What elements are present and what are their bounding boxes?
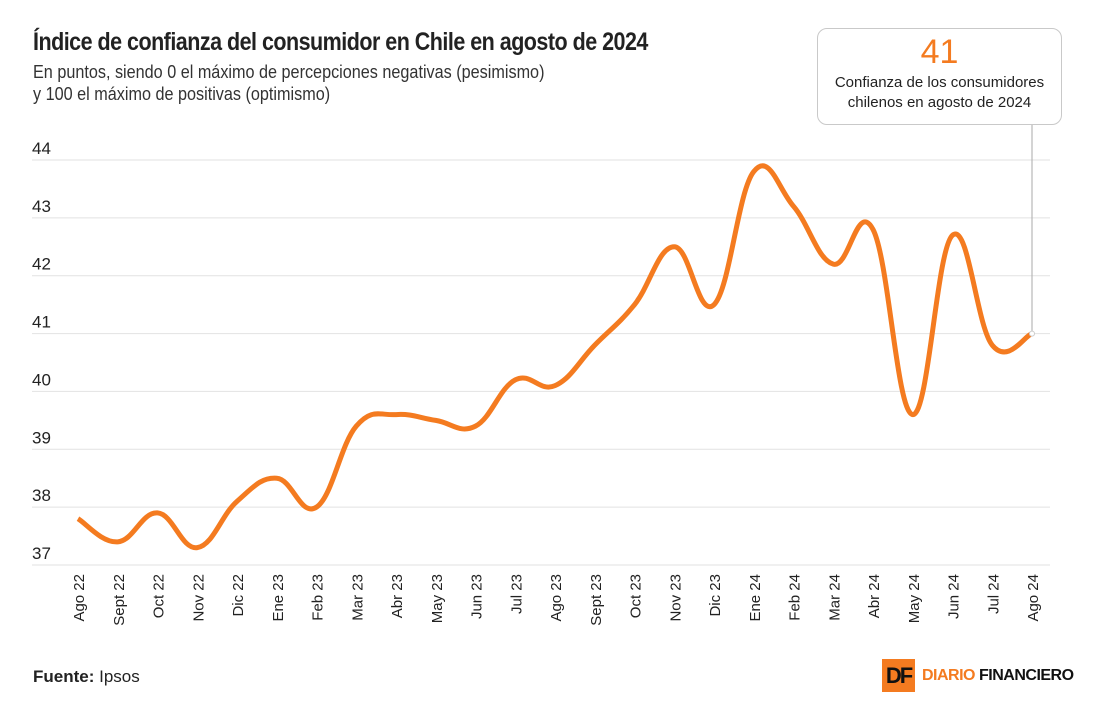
source-note: Fuente: Ipsos [33,667,140,687]
x-tick-label: Ago 24 [1025,574,1042,622]
x-tick-label: Mar 23 [349,574,366,621]
x-tick-label: Oct 22 [151,574,168,618]
annotation-text: Confianza de los consumidores chilenos e… [834,74,1045,111]
source-label: Fuente: [33,667,95,686]
x-tick-label: Abr 24 [866,574,883,618]
x-tick-label: Jul 23 [508,574,525,614]
source-value: Ipsos [99,667,140,686]
x-tick-label: Jun 23 [469,574,486,619]
y-tick-label: 42 [32,255,51,274]
x-tick-label: Dic 22 [230,574,247,617]
x-tick-label: Sept 23 [588,574,605,626]
x-tick-label: Nov 22 [190,574,207,622]
x-tick-label: Sept 22 [111,574,128,626]
x-tick-label: Jun 24 [946,574,963,619]
annotation-point-marker [1029,330,1035,337]
x-tick-label: Feb 23 [310,574,327,621]
x-tick-label: Nov 23 [667,574,684,622]
x-tick-label: Oct 23 [628,574,645,618]
x-tick-label: Abr 23 [389,574,406,618]
y-tick-label: 44 [32,139,51,158]
series-line [76,163,1034,551]
diario-financiero-logo: DF DIARIO FINANCIERO [882,659,1074,692]
chart-subtitle-line-1: En puntos, siendo 0 el máximo de percepc… [33,62,545,82]
chart-title: Índice de confianza del consumidor en Ch… [33,28,648,56]
x-tick-label: May 24 [906,574,923,623]
chart-subtitle-line-2: y 100 el máximo de positivas (optimismo) [33,84,331,104]
x-tick-label: Ene 23 [270,574,287,622]
x-tick-label: Ago 23 [548,574,565,622]
x-tick-label: Ago 22 [71,574,88,622]
y-tick-label: 43 [32,197,51,216]
y-tick-label: 37 [32,544,51,563]
x-tick-label: Mar 24 [826,574,843,621]
y-tick-label: 40 [32,370,51,389]
y-tick-label: 38 [32,486,51,505]
x-tick-label: Ene 24 [747,574,764,622]
annotation-callout: 41 Confianza de los consumidores chileno… [817,28,1062,125]
x-tick-label: Jul 24 [985,574,1002,614]
logo-name-a: DIARIO [922,666,976,684]
y-tick-label: 39 [32,428,51,447]
annotation-value: 41 [920,33,959,71]
x-tick-label: Dic 23 [707,574,724,617]
x-tick-label: Feb 24 [787,574,804,621]
logo-mark: DF [882,659,915,692]
logo-name-b: FINANCIERO [979,666,1074,684]
x-tick-label: May 23 [429,574,446,623]
y-tick-label: 41 [32,313,51,332]
